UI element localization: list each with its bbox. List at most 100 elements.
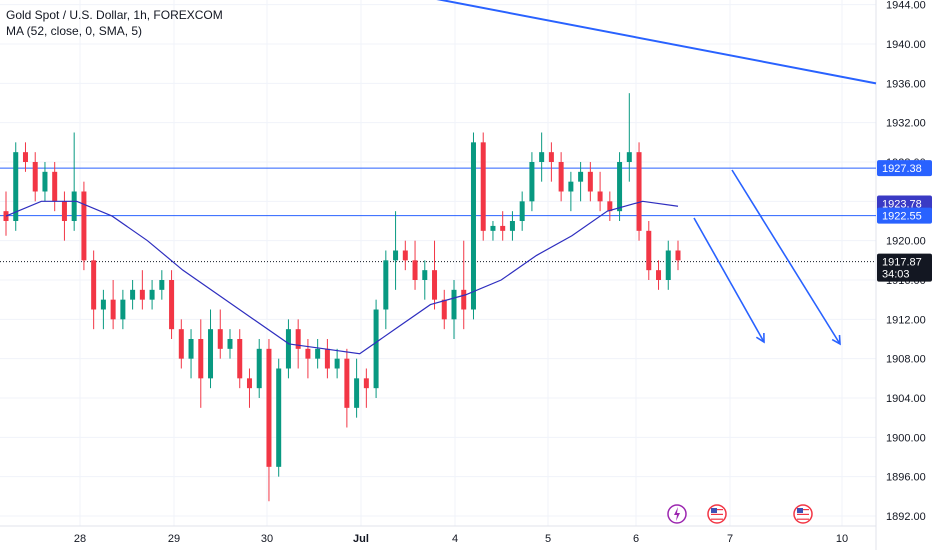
candle-body [490, 225, 496, 231]
candle-body [607, 201, 613, 212]
candle-body [305, 348, 311, 359]
forecast-arrow-2-head [831, 334, 841, 346]
candle-body [470, 142, 476, 310]
candle-body [636, 152, 642, 231]
chart-legend: Gold Spot / U.S. Dollar, 1h, FOREXCOM MA… [6, 7, 223, 39]
candle-body [383, 260, 389, 310]
candle-body [315, 348, 321, 359]
us-flag-event-icon-stripe [711, 518, 723, 520]
candle-body [509, 221, 515, 231]
candle-body [227, 339, 233, 349]
candle-body [529, 162, 535, 202]
candle-body [548, 152, 554, 162]
price-label-box [877, 207, 932, 224]
candle-body [617, 162, 623, 212]
candle-body [656, 270, 662, 280]
time-tick-label: 4 [452, 533, 458, 545]
candle-body [61, 201, 67, 221]
candle-body [110, 299, 116, 320]
candle-body [422, 270, 428, 280]
price-label-text: 1922.55 [882, 211, 922, 223]
candle-body [169, 280, 175, 330]
price-tick-label: 1944.00 [886, 0, 926, 12]
us-flag-event-icon-canton [711, 508, 717, 513]
candle-body [344, 358, 350, 408]
candle-body [432, 270, 438, 300]
candle-body [208, 329, 214, 379]
countdown-text: 34:03 [882, 269, 910, 281]
candle-body [412, 260, 418, 280]
candle-body [3, 211, 9, 221]
candle-body [32, 162, 38, 192]
candle-body [500, 225, 506, 231]
candle-body [568, 181, 574, 192]
candle-body [578, 171, 584, 182]
price-tick-label: 1932.00 [886, 118, 926, 130]
moving-average-line [5, 200, 679, 355]
candle-body [139, 289, 145, 300]
candle-body [52, 171, 58, 202]
candle-body [237, 339, 243, 379]
candle-body [42, 171, 48, 192]
candle-body [480, 142, 486, 231]
candle-body [451, 289, 457, 320]
candle-body [558, 162, 564, 192]
candle-body [675, 250, 681, 261]
price-tick-label: 1912.00 [886, 314, 926, 326]
candle-body [22, 152, 28, 162]
candle-body [587, 171, 593, 192]
candle-body [285, 329, 291, 369]
forecast-arrow-1-head [755, 332, 765, 344]
candle-body [539, 152, 545, 162]
candle-body [441, 299, 447, 320]
candle-body [217, 329, 223, 349]
candle-body [159, 280, 165, 290]
price-tick-label: 1936.00 [886, 78, 926, 90]
indicator-label[interactable]: MA (52, close, 0, SMA, 5) [6, 24, 143, 38]
candle-body [91, 260, 97, 310]
price-tick-label: 1908.00 [886, 354, 926, 366]
forecast-arrow-2 [731, 169, 841, 345]
candle-body [393, 250, 399, 261]
price-tick-label: 1920.00 [886, 236, 926, 248]
candle-body [276, 368, 282, 467]
price-label-box [877, 195, 932, 212]
us-flag-event-icon-stripe [711, 516, 723, 518]
us-flag-event-icon-2-canton [797, 508, 803, 513]
candle-body [149, 289, 155, 300]
candle-body [334, 358, 340, 369]
us-flag-event-icon-2-stripe [797, 513, 809, 515]
us-flag-event-icon-2-stripe [797, 516, 809, 518]
candle-body [646, 230, 652, 271]
time-tick-label: 6 [633, 533, 639, 545]
candle-body [188, 339, 194, 359]
candle-body [198, 339, 204, 379]
candle-body [461, 289, 467, 310]
candle-body [120, 299, 126, 320]
price-tick-label: 1900.00 [886, 432, 926, 444]
candle-body [81, 191, 87, 261]
us-flag-event-icon-2-stripe [797, 518, 809, 520]
candle-body [665, 250, 671, 280]
candle-body [354, 378, 360, 408]
symbol-title[interactable]: Gold Spot / U.S. Dollar, 1h, FOREXCOM [6, 8, 223, 22]
candle-body [295, 329, 301, 349]
price-label-text: 1917.87 [882, 257, 922, 269]
trend-line [436, 0, 877, 85]
candle-body [178, 329, 184, 359]
candle-body [100, 299, 106, 310]
time-tick-label: 29 [168, 533, 180, 545]
candle-body [597, 191, 603, 202]
candle-body [266, 348, 272, 467]
bolt-event-icon-glyph [674, 507, 680, 521]
candle-body [363, 378, 369, 389]
forecast-arrow-1 [693, 217, 765, 343]
candle-body [373, 309, 379, 389]
price-tick-label: 1896.00 [886, 472, 926, 484]
candle-body [13, 152, 19, 221]
time-tick-label: 30 [261, 533, 273, 545]
candle-body [246, 378, 252, 389]
price-label-box [877, 253, 932, 282]
